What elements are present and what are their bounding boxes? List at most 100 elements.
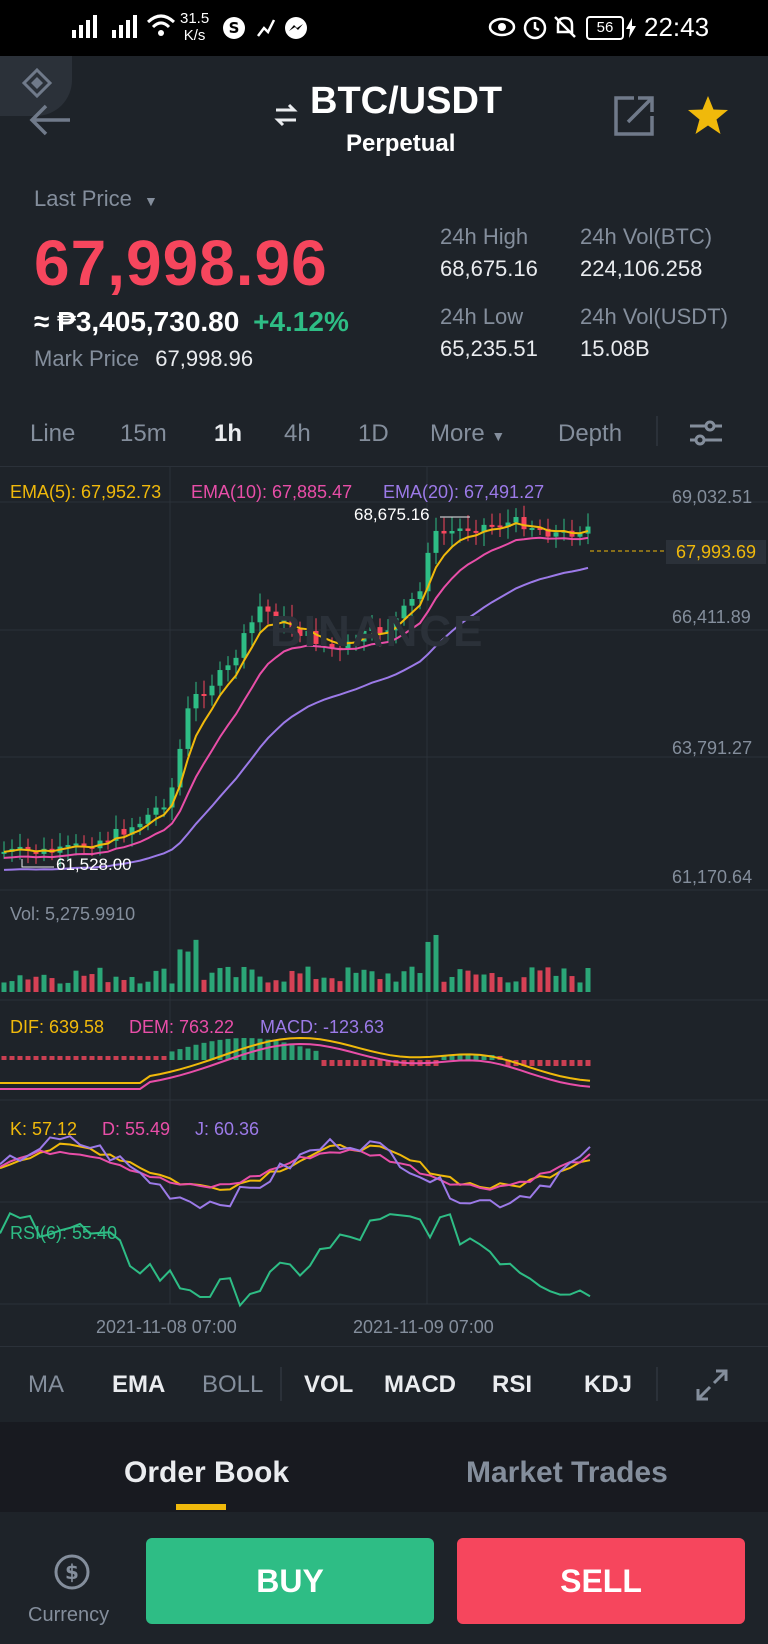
svg-text:S: S bbox=[229, 19, 240, 37]
macd-legend: MACD: -123.63 bbox=[260, 1017, 385, 1037]
macd-bar bbox=[81, 1056, 87, 1060]
axis-label: 61,170.64 bbox=[672, 867, 753, 887]
candle-body bbox=[377, 627, 383, 634]
signal-icon-2 bbox=[112, 15, 137, 38]
tab-1d[interactable]: 1D bbox=[358, 420, 389, 447]
tab-15m[interactable]: 15m bbox=[120, 420, 167, 447]
k-legend: K: 57.12 bbox=[10, 1119, 78, 1139]
candle-body bbox=[521, 517, 527, 530]
ema20-legend: EMA(20): 67,491.27 bbox=[383, 482, 545, 502]
tab-4h[interactable]: 4h bbox=[284, 420, 311, 447]
candle-body bbox=[145, 814, 151, 824]
tab-line[interactable]: Line bbox=[30, 420, 76, 447]
volume-bar bbox=[105, 982, 111, 992]
high-label: 24h High bbox=[440, 224, 529, 249]
swap-pair-icon[interactable] bbox=[272, 102, 300, 128]
macd-bar bbox=[169, 1051, 175, 1060]
indicator-ema[interactable]: EMA bbox=[112, 1371, 166, 1398]
macd-bar bbox=[345, 1060, 351, 1066]
tab-more[interactable]: More ▼ bbox=[430, 420, 505, 448]
candle-body bbox=[201, 693, 207, 696]
macd-bar bbox=[297, 1046, 303, 1060]
vol-usdt-label: 24h Vol(USDT) bbox=[580, 304, 728, 329]
sell-button[interactable]: SELL bbox=[457, 1538, 745, 1624]
back-arrow-icon[interactable] bbox=[28, 100, 74, 140]
macd-bar bbox=[113, 1056, 119, 1060]
indicator-rsi[interactable]: RSI bbox=[492, 1371, 533, 1398]
macd-bar bbox=[225, 1038, 231, 1060]
macd-bar bbox=[201, 1042, 207, 1060]
pair-title[interactable]: BTC/USDT bbox=[310, 80, 503, 122]
indicator-vol[interactable]: VOL bbox=[304, 1371, 354, 1398]
alarm-icon bbox=[523, 16, 547, 40]
macd-bar bbox=[73, 1056, 79, 1060]
contract-type: Perpetual bbox=[346, 130, 456, 157]
macd-bar bbox=[65, 1056, 71, 1060]
macd-bar bbox=[321, 1060, 327, 1066]
indicator-ma[interactable]: MA bbox=[28, 1371, 64, 1398]
fiat-price-row: ≈ ₱3,405,730.80 +4.12% bbox=[34, 306, 349, 338]
volume-bar bbox=[577, 982, 583, 992]
volume-bar bbox=[73, 970, 79, 992]
binance-logo-badge bbox=[0, 56, 72, 116]
indicator-kdj[interactable]: KDJ bbox=[584, 1371, 633, 1398]
fullscreen-icon[interactable] bbox=[694, 1367, 730, 1403]
indicator-macd[interactable]: MACD bbox=[384, 1371, 456, 1398]
battery-icon: 56 bbox=[586, 16, 624, 40]
share-icon[interactable] bbox=[612, 94, 656, 138]
volume-bar bbox=[321, 977, 327, 992]
volume-bar bbox=[145, 981, 151, 992]
macd-bar bbox=[369, 1060, 375, 1066]
last-price-selector[interactable]: Last Price ▼ bbox=[34, 186, 158, 212]
tab-1h[interactable]: 1h bbox=[214, 420, 243, 447]
macd-bar bbox=[329, 1060, 335, 1066]
volume-bar bbox=[57, 983, 63, 992]
macd-bar bbox=[121, 1056, 127, 1060]
volume-bar bbox=[257, 976, 263, 992]
candle-body bbox=[265, 606, 271, 612]
macd-bar bbox=[129, 1056, 135, 1060]
chart-panel[interactable]: BINANCE EMA(5): 67,952.73 EMA(10): 67,88… bbox=[0, 467, 768, 1347]
volume-bar bbox=[25, 979, 31, 992]
macd-bar bbox=[457, 1055, 463, 1060]
volume-bar bbox=[313, 979, 319, 992]
tab-order-book[interactable]: Order Book bbox=[124, 1456, 290, 1489]
volume-bar bbox=[241, 966, 247, 992]
candle-body bbox=[169, 787, 175, 808]
candle-body bbox=[25, 846, 31, 851]
tab-market-trades[interactable]: Market Trades bbox=[466, 1456, 668, 1489]
buy-button[interactable]: BUY bbox=[146, 1538, 434, 1624]
volume-bar bbox=[17, 975, 23, 992]
volume-bar bbox=[65, 982, 71, 992]
volume-bar bbox=[385, 973, 391, 992]
eye-icon bbox=[488, 17, 516, 37]
candle-body bbox=[433, 530, 439, 553]
macd-bar bbox=[273, 1040, 279, 1060]
volume-bar bbox=[289, 970, 295, 992]
volume-bar bbox=[529, 967, 535, 992]
candle-body bbox=[449, 531, 455, 534]
status-bar: 31.5 K/s S 56 22:43 bbox=[0, 0, 768, 56]
currency-switch-icon[interactable]: $ bbox=[52, 1552, 92, 1592]
macd-bar bbox=[545, 1060, 551, 1066]
timeframe-bar: Line 15m 1h 4h 1D More ▼ Depth bbox=[0, 400, 768, 467]
volume-bar bbox=[433, 934, 439, 992]
favorite-star-icon[interactable] bbox=[686, 94, 730, 136]
macd-bar bbox=[177, 1049, 183, 1060]
volume-bar bbox=[249, 969, 255, 992]
volume-bar bbox=[409, 966, 415, 992]
candle-body bbox=[297, 628, 303, 636]
macd-bar bbox=[105, 1056, 111, 1060]
volume-bar bbox=[569, 976, 575, 992]
volume-bar bbox=[449, 976, 455, 992]
candle-body bbox=[505, 522, 511, 528]
macd-bar bbox=[217, 1039, 223, 1060]
volume-bar bbox=[89, 974, 95, 992]
tab-depth[interactable]: Depth bbox=[558, 420, 623, 447]
indicator-boll[interactable]: BOLL bbox=[202, 1371, 264, 1398]
candle-body bbox=[577, 533, 583, 537]
currency-label[interactable]: Currency bbox=[28, 1604, 110, 1626]
chart-settings-icon[interactable] bbox=[688, 418, 724, 448]
candle-body bbox=[1, 851, 7, 854]
volume-bar bbox=[1, 982, 7, 992]
